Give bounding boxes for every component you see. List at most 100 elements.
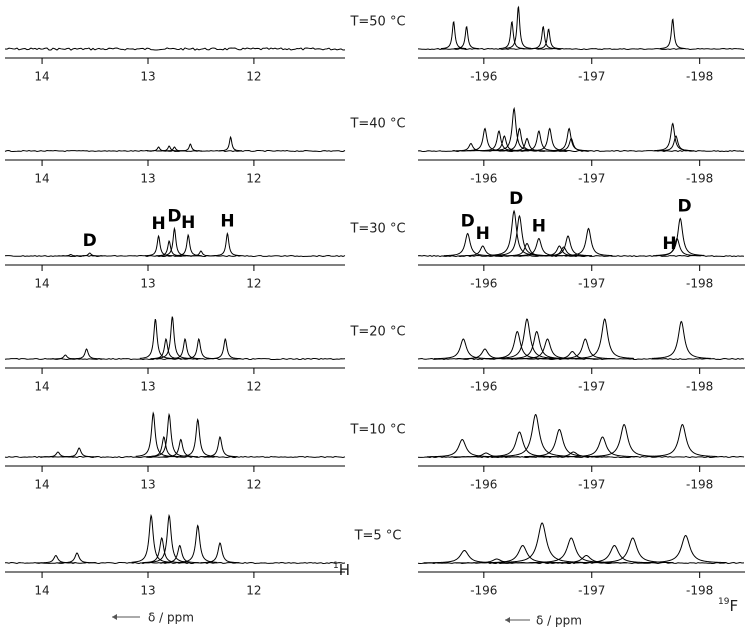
axis-label: δ / ppm (148, 611, 194, 625)
baseline (4, 47, 346, 51)
x-tick-label: 14 (34, 478, 49, 492)
peak (200, 542, 240, 564)
peak-annotation: H (662, 234, 676, 254)
axis-label: δ / ppm (536, 614, 582, 628)
peak (544, 235, 593, 257)
peak (505, 5, 532, 49)
peak-annotation: D (678, 197, 692, 217)
peak (530, 537, 612, 564)
baseline (4, 561, 346, 565)
x-tick-label: -197 (578, 478, 605, 492)
temperature-label: T=5 °C (354, 529, 402, 544)
x-tick-label: 13 (140, 277, 155, 291)
peak (144, 234, 172, 257)
peak (495, 106, 533, 151)
element: H (339, 561, 350, 579)
peak (555, 338, 615, 360)
peak (657, 135, 695, 152)
peak (131, 513, 171, 563)
peak (57, 552, 97, 564)
peak (651, 320, 711, 359)
temperature-label: T=20 °C (349, 325, 405, 340)
peak (160, 544, 200, 564)
peak (443, 232, 492, 257)
peak (219, 135, 243, 152)
peak (484, 431, 555, 458)
peak (427, 439, 498, 458)
peak (178, 143, 202, 152)
peak (450, 452, 521, 458)
peak-annotation: H (151, 214, 165, 234)
x-tick-label: 13 (140, 172, 155, 186)
peak (538, 451, 609, 458)
peak (455, 348, 515, 360)
peak (157, 145, 181, 152)
temperature-label: T=30 °C (349, 222, 405, 237)
peak (508, 137, 546, 152)
peak (644, 535, 727, 564)
x-tick-label: 13 (140, 584, 155, 598)
x-tick-label: -198 (686, 70, 713, 84)
x-tick-label: 12 (246, 478, 261, 492)
peak (433, 338, 493, 360)
baseline (4, 357, 346, 361)
peak (552, 137, 590, 152)
x-tick-label: -196 (470, 172, 497, 186)
x-tick-label: 14 (34, 380, 49, 394)
x-tick-label: -196 (470, 478, 497, 492)
x-tick-label: 12 (246, 277, 261, 291)
peak (542, 350, 602, 360)
peak (455, 558, 538, 564)
peak (647, 424, 718, 457)
x-tick-label: -197 (578, 277, 605, 291)
temperature-label: T=10 °C (349, 423, 405, 438)
x-tick-label: -196 (470, 380, 497, 394)
peak (76, 252, 104, 257)
mass-number: 1 (333, 561, 339, 571)
peak (564, 227, 613, 257)
peak (163, 438, 199, 458)
peak (524, 429, 595, 458)
x-tick-label: -196 (470, 70, 497, 84)
peak (575, 318, 635, 359)
mass-number: 19 (718, 597, 730, 607)
peak (135, 411, 171, 457)
peak (550, 127, 588, 152)
x-tick-label: 12 (246, 584, 261, 598)
x-tick-label: 12 (246, 172, 261, 186)
peak (466, 127, 504, 152)
peak (453, 25, 480, 50)
peak (440, 20, 467, 50)
x-tick-label: 12 (246, 380, 261, 394)
peak (656, 217, 705, 256)
element: F (729, 597, 738, 615)
x-tick-label: 14 (34, 172, 49, 186)
peak (169, 337, 201, 360)
peak (507, 330, 567, 360)
x-tick-label: -198 (686, 478, 713, 492)
peak (659, 18, 686, 50)
x-tick-label: -197 (578, 584, 605, 598)
x-tick-label: 13 (140, 478, 155, 492)
peak (61, 447, 97, 458)
x-tick-label: -198 (686, 584, 713, 598)
x-tick-label: 13 (140, 70, 155, 84)
peak (535, 28, 562, 50)
peak (499, 20, 525, 50)
peak (156, 316, 188, 359)
x-tick-label: -198 (686, 277, 713, 291)
peak (180, 417, 216, 457)
peak-annotation: D (461, 212, 475, 232)
peak (530, 25, 556, 50)
nucleus-label: 19F (718, 597, 738, 615)
x-tick-label: -197 (578, 172, 605, 186)
peak (452, 142, 489, 152)
peak (70, 348, 102, 360)
peak (545, 555, 628, 564)
x-tick-label: -198 (686, 172, 713, 186)
peak-annotation: H (532, 217, 546, 237)
x-tick-label: -197 (578, 70, 605, 84)
peak-annotation: D (83, 231, 97, 251)
peak (202, 436, 238, 458)
peak (567, 436, 638, 458)
